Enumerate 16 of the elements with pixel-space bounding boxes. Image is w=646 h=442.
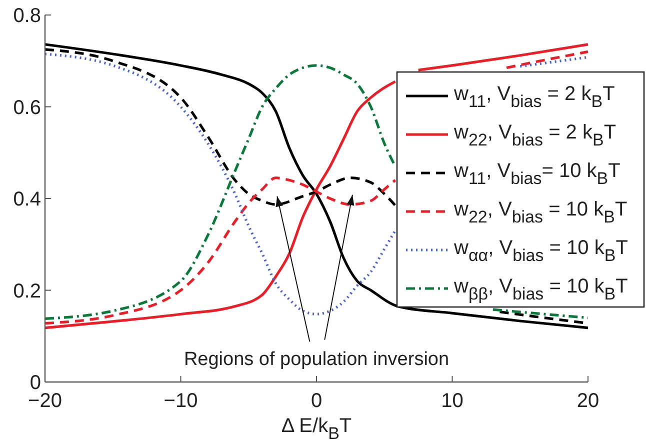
y-tick-label: 0.6 [13, 96, 41, 119]
x-tick-label: 20 [576, 390, 600, 412]
x-tick-label: −10 [164, 390, 198, 412]
y-tick-label: 0.2 [13, 280, 41, 302]
x-tick-label: 0 [310, 390, 322, 412]
legend-label: w$_{αα}$, V$_{bias}$ = 10 k$_{B}$T [453, 237, 628, 265]
legend-label: w$_{22}$, V$_{bias}$ = 10 k$_{B}$T [453, 198, 628, 226]
legend-label: w$_{11}$, V$_{bias}$ = 2 k$_{B}$T [453, 83, 615, 111]
x-axis-title: Δ E/k$_{B}$T [281, 415, 352, 442]
y-tick-label: 0.8 [13, 5, 41, 27]
y-tick-label: 0.4 [13, 188, 41, 210]
legend-label: w$_{11}$, V$_{bias}$= 10 k$_{B}$T [453, 160, 620, 188]
annotation: Regions of population inversion [184, 349, 450, 370]
legend-label: w$_{22}$, V$_{bias}$ = 2 k$_{B}$T [453, 122, 616, 150]
x-tick-label: 10 [441, 390, 464, 412]
legend-label: w$_{ββ}$, V$_{bias}$ = 10 k$_{B}$T [453, 276, 628, 304]
